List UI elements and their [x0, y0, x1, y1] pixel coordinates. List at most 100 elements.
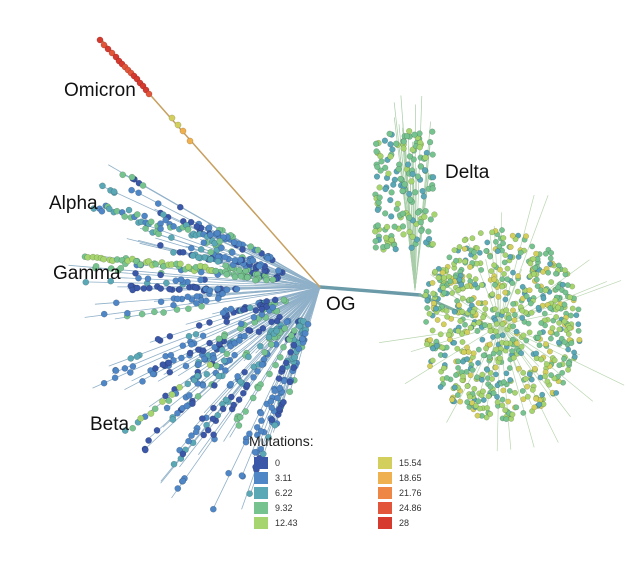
legend-value: 15.54: [399, 458, 422, 469]
tree-node: [424, 305, 431, 311]
tree-node: [571, 353, 578, 360]
tree-node: [420, 193, 427, 200]
tree-node: [194, 372, 201, 380]
tree-node: [246, 490, 253, 498]
tree-node: [372, 244, 379, 251]
tree-node: [462, 321, 468, 328]
tree-node: [399, 187, 406, 195]
tree-node: [254, 367, 261, 375]
tree-node: [223, 350, 231, 358]
tree-node: [490, 350, 497, 357]
tree-node: [409, 170, 416, 178]
tree-node: [423, 318, 430, 325]
tree-node: [253, 431, 261, 439]
tree-node: [427, 216, 434, 223]
tree-node: [569, 305, 576, 312]
tree-node: [502, 252, 509, 259]
tree-node: [542, 287, 549, 294]
tree-node: [127, 355, 135, 362]
tree-node: [488, 268, 495, 275]
tree-node: [179, 450, 187, 458]
tree-node: [401, 181, 408, 188]
tree-node: [128, 173, 136, 181]
tree-node: [559, 369, 566, 376]
tree-node: [482, 299, 489, 306]
tree-node: [166, 285, 173, 293]
tree-node: [437, 331, 444, 338]
tree-node: [555, 262, 562, 269]
tree-node: [400, 231, 407, 238]
tree-node: [195, 322, 203, 329]
tree-node: [168, 391, 176, 398]
tree-node: [192, 428, 200, 436]
tree-node: [271, 387, 279, 395]
tree-node: [519, 314, 526, 321]
tree-node: [531, 365, 538, 372]
legend-item: 18.65: [378, 471, 422, 486]
tree-node: [223, 286, 231, 294]
tree-node: [542, 373, 549, 380]
tree-node: [257, 342, 264, 350]
tree-node: [529, 243, 536, 250]
tree-node: [509, 348, 516, 355]
tree-node: [129, 424, 137, 432]
tree-node: [527, 260, 534, 267]
tree-node: [185, 263, 192, 271]
tree-branch: [240, 286, 321, 479]
tree-node: [518, 350, 525, 357]
tree-node: [193, 223, 201, 230]
tree-node: [206, 361, 214, 369]
tree-node: [534, 283, 541, 290]
tree-node: [460, 349, 467, 356]
tree-node: [514, 288, 521, 295]
tree-node: [447, 278, 454, 285]
tree-node: [511, 317, 518, 324]
tree-node: [451, 384, 458, 391]
legend-item: 24.86: [378, 500, 422, 515]
legend-item: 28: [378, 515, 422, 530]
tree-branch: [499, 324, 512, 450]
tree-node: [152, 260, 160, 268]
tree-node: [475, 300, 482, 307]
tree-node: [502, 296, 509, 303]
tree-node: [527, 300, 534, 307]
tree-node: [503, 416, 510, 423]
tree-node: [493, 346, 500, 353]
tree-node: [255, 384, 262, 392]
tree-branch: [485, 324, 501, 415]
tree-node: [195, 254, 202, 261]
tree-node: [409, 233, 416, 240]
tree-node: [231, 273, 239, 281]
tree-node: [446, 254, 453, 261]
tree-node: [509, 232, 516, 239]
tree-node: [275, 375, 283, 382]
tree-node: [372, 228, 379, 235]
tree-node: [214, 411, 222, 419]
tree-node: [414, 209, 422, 216]
tree-node: [82, 278, 90, 286]
tree-node: [538, 356, 545, 363]
tree-node: [204, 426, 212, 434]
tree-node: [382, 164, 389, 171]
tree-node: [506, 387, 513, 394]
tree-node: [218, 346, 226, 354]
tree-node: [373, 148, 380, 155]
tree-node: [219, 405, 227, 413]
tree-node: [210, 404, 217, 412]
tree-node: [467, 264, 473, 270]
tree-node: [210, 431, 217, 439]
tree-node: [523, 293, 530, 300]
tree-node: [460, 373, 466, 380]
tree-node: [213, 229, 221, 237]
tree-node: [440, 284, 447, 291]
tree-node: [517, 249, 524, 256]
tree-node: [439, 344, 446, 351]
tree-node: [205, 224, 213, 232]
tree-node: [233, 285, 241, 293]
tree-node: [539, 391, 546, 398]
tree-node: [494, 248, 501, 255]
tree-node: [265, 333, 273, 341]
tree-node: [496, 355, 503, 362]
tree-node: [252, 307, 260, 314]
tree-node: [227, 380, 235, 388]
